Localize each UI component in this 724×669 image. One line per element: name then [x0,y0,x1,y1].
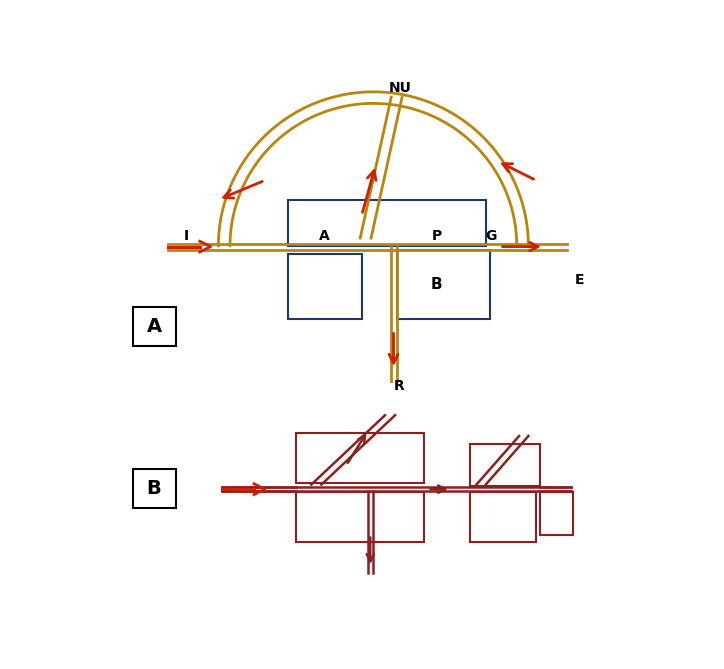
Text: A: A [146,317,161,337]
Bar [133,469,176,508]
Text: R: R [394,379,404,393]
Bar [540,492,573,535]
Text: E: E [575,274,584,287]
Bar [133,308,176,346]
Text: B: B [147,479,161,498]
Bar [397,250,489,319]
Bar [288,254,362,319]
Bar [471,492,536,543]
Text: B: B [431,277,443,292]
Text: A: A [319,229,330,243]
Text: P: P [432,229,442,243]
Text: NU: NU [389,81,412,95]
Bar [296,433,424,483]
Text: G: G [486,229,497,243]
Bar [471,444,540,486]
Bar [296,492,424,543]
Text: I: I [183,229,189,243]
Bar [288,199,486,246]
